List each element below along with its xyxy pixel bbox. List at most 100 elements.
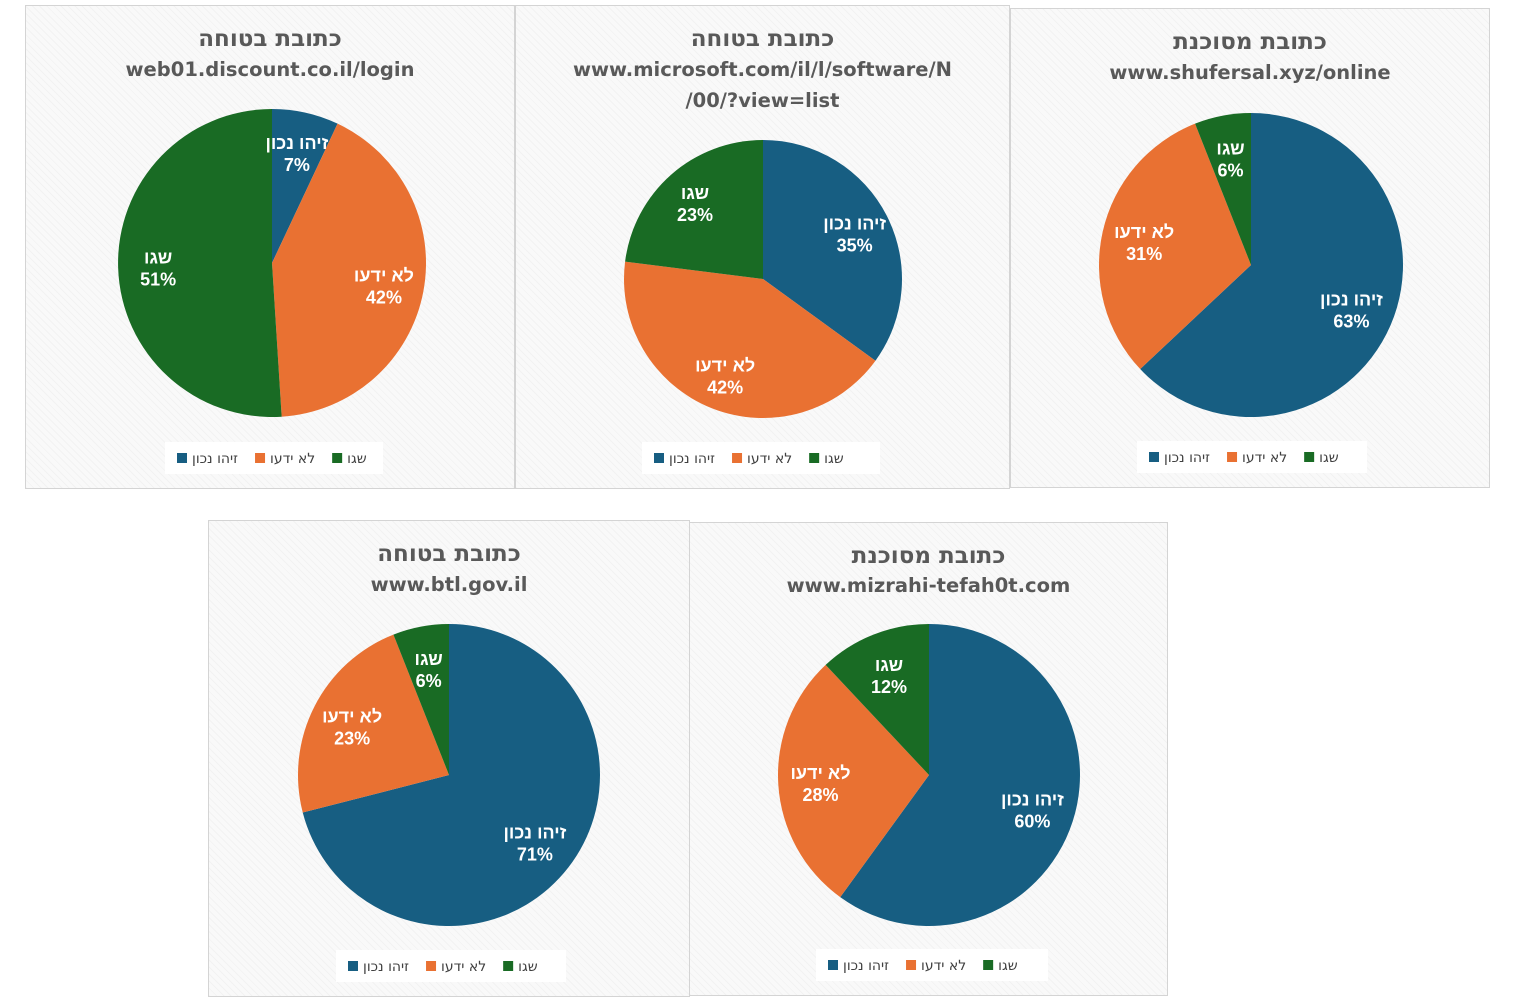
legend-swatch xyxy=(732,453,743,463)
legend: זיהו נכון לא ידעו שגו xyxy=(177,451,367,467)
data-label-name: שגו xyxy=(415,649,443,669)
data-label-value: 71% xyxy=(517,845,553,865)
data-label-name: זיהו נכון xyxy=(1320,289,1383,309)
legend-label: זיהו נכון xyxy=(1164,450,1210,466)
legend-swatch xyxy=(828,960,838,970)
legend-box xyxy=(336,950,566,982)
legend-box xyxy=(816,949,1048,981)
chart-panel-1: כתובת בטוחה web01.discount.co.il/login זיה… xyxy=(25,5,515,489)
legend-item-wrong: שגו xyxy=(1304,450,1339,466)
legend-item-wrong: שגו xyxy=(809,451,844,467)
legend-swatch xyxy=(348,961,358,971)
chart-title: כתובת בטוחה xyxy=(377,541,521,567)
legend-label: לא ידעו xyxy=(270,451,315,467)
pie-slice-unknown xyxy=(297,634,449,813)
chart-title: כתובת בטוחה xyxy=(198,26,342,52)
legend-swatch xyxy=(255,453,266,463)
chart-panel-4: כתובת בטוחה www.btl.gov.il זיהו נכון 71% לא … xyxy=(208,520,690,997)
pie-slice-wrong xyxy=(393,624,449,775)
data-label-name: זיהו נכון xyxy=(265,133,328,153)
chart-title: כתובת מסוכנת xyxy=(852,543,1006,569)
legend-item-wrong: שגו xyxy=(983,958,1018,974)
legend: זיהו נכון לא ידעו שגו xyxy=(828,958,1018,974)
legend-swatch xyxy=(983,960,994,970)
legend-label: שגו xyxy=(518,959,538,975)
pie-chart-5: כתובת מסוכנת www.mizrahi-tefah0t.com זיהו … xyxy=(777,543,1080,981)
data-label-name: זיהו נכון xyxy=(823,213,886,233)
legend-label: שגו xyxy=(1319,450,1339,466)
chart-subtitle: www.mizrahi-tefah0t.com xyxy=(787,574,1071,597)
legend-item-unknown: לא ידעו xyxy=(906,958,966,974)
legend: זיהו נכון לא ידעו שגו xyxy=(348,959,538,975)
legend: זיהו נכון לא ידעו שגו xyxy=(1149,450,1339,466)
data-label-value: 23% xyxy=(677,205,713,225)
data-label-name: לא ידעו xyxy=(790,763,850,783)
data-label-value: 42% xyxy=(366,287,402,307)
data-label-value: 6% xyxy=(416,671,442,691)
legend-swatch xyxy=(654,453,664,463)
data-label-value: 23% xyxy=(334,729,370,749)
data-label-name: זיהו נכון xyxy=(503,823,566,843)
legend-box xyxy=(1137,441,1367,473)
legend-swatch xyxy=(1227,452,1238,462)
legend-swatch xyxy=(1304,452,1315,462)
chart-subtitle: /00/?view=list xyxy=(686,89,840,112)
legend-label: שגו xyxy=(998,958,1018,974)
legend-label: שגו xyxy=(347,451,367,467)
chart-subtitle: www.microsoft.com/il/l/software/N xyxy=(573,58,952,81)
legend-swatch xyxy=(503,961,514,971)
legend-item-correct: זיהו נכון xyxy=(177,451,238,467)
pie-slice-correct xyxy=(840,624,1080,926)
chart-subtitle: www.btl.gov.il xyxy=(371,573,528,596)
legend-item-unknown: לא ידעו xyxy=(255,451,315,467)
data-label-value: 63% xyxy=(1333,311,1369,331)
data-label-value: 51% xyxy=(140,270,176,290)
chart-panel-2: כתובת בטוחה www.microsoft.com/il/l/softwa… xyxy=(515,5,1010,489)
pie-chart-1: כתובת בטוחה web01.discount.co.il/login זיה… xyxy=(118,26,427,474)
legend-box xyxy=(642,442,880,474)
pie-slice-wrong xyxy=(1195,113,1251,265)
data-label-name: לא ידעו xyxy=(1114,222,1174,242)
legend-item-unknown: לא ידעו xyxy=(732,451,792,467)
data-label-name: שגו xyxy=(681,183,709,203)
legend-label: לא ידעו xyxy=(441,959,486,975)
data-label-name: לא ידעו xyxy=(322,707,382,727)
chart-panel-5: כתובת מסוכנת www.mizrahi-tefah0t.com זיהו … xyxy=(689,522,1168,996)
pie-slice-correct xyxy=(272,109,338,263)
pie-slice-wrong xyxy=(118,109,282,417)
legend-label: זיהו נכון xyxy=(363,959,409,975)
pie-slice-correct xyxy=(1140,113,1404,417)
legend-label: זיהו נכון xyxy=(669,451,715,467)
chart-title: כתובת בטוחה xyxy=(691,26,835,52)
pie-chart-2: כתובת בטוחה www.microsoft.com/il/l/softwa… xyxy=(573,26,952,474)
data-label-value: 42% xyxy=(707,378,743,398)
legend-item-wrong: שגו xyxy=(503,959,538,975)
pie-slice-unknown xyxy=(272,123,427,417)
data-label-name: שגו xyxy=(1216,138,1244,158)
data-label-name: שגו xyxy=(144,248,172,268)
legend-label: שגו xyxy=(824,451,844,467)
data-label-value: 35% xyxy=(837,235,873,255)
legend-label: לא ידעו xyxy=(921,958,966,974)
legend-label: לא ידעו xyxy=(1242,450,1287,466)
data-label-name: זיהו נכון xyxy=(1001,790,1064,810)
chart-title: כתובת מסוכנת xyxy=(1173,29,1327,55)
legend-swatch xyxy=(332,453,343,463)
legend-item-unknown: לא ידעו xyxy=(426,959,486,975)
pie-slice-unknown xyxy=(1099,123,1251,370)
legend-swatch xyxy=(426,961,437,971)
chart-subtitle: www.shufersal.xyz/online xyxy=(1109,61,1390,84)
